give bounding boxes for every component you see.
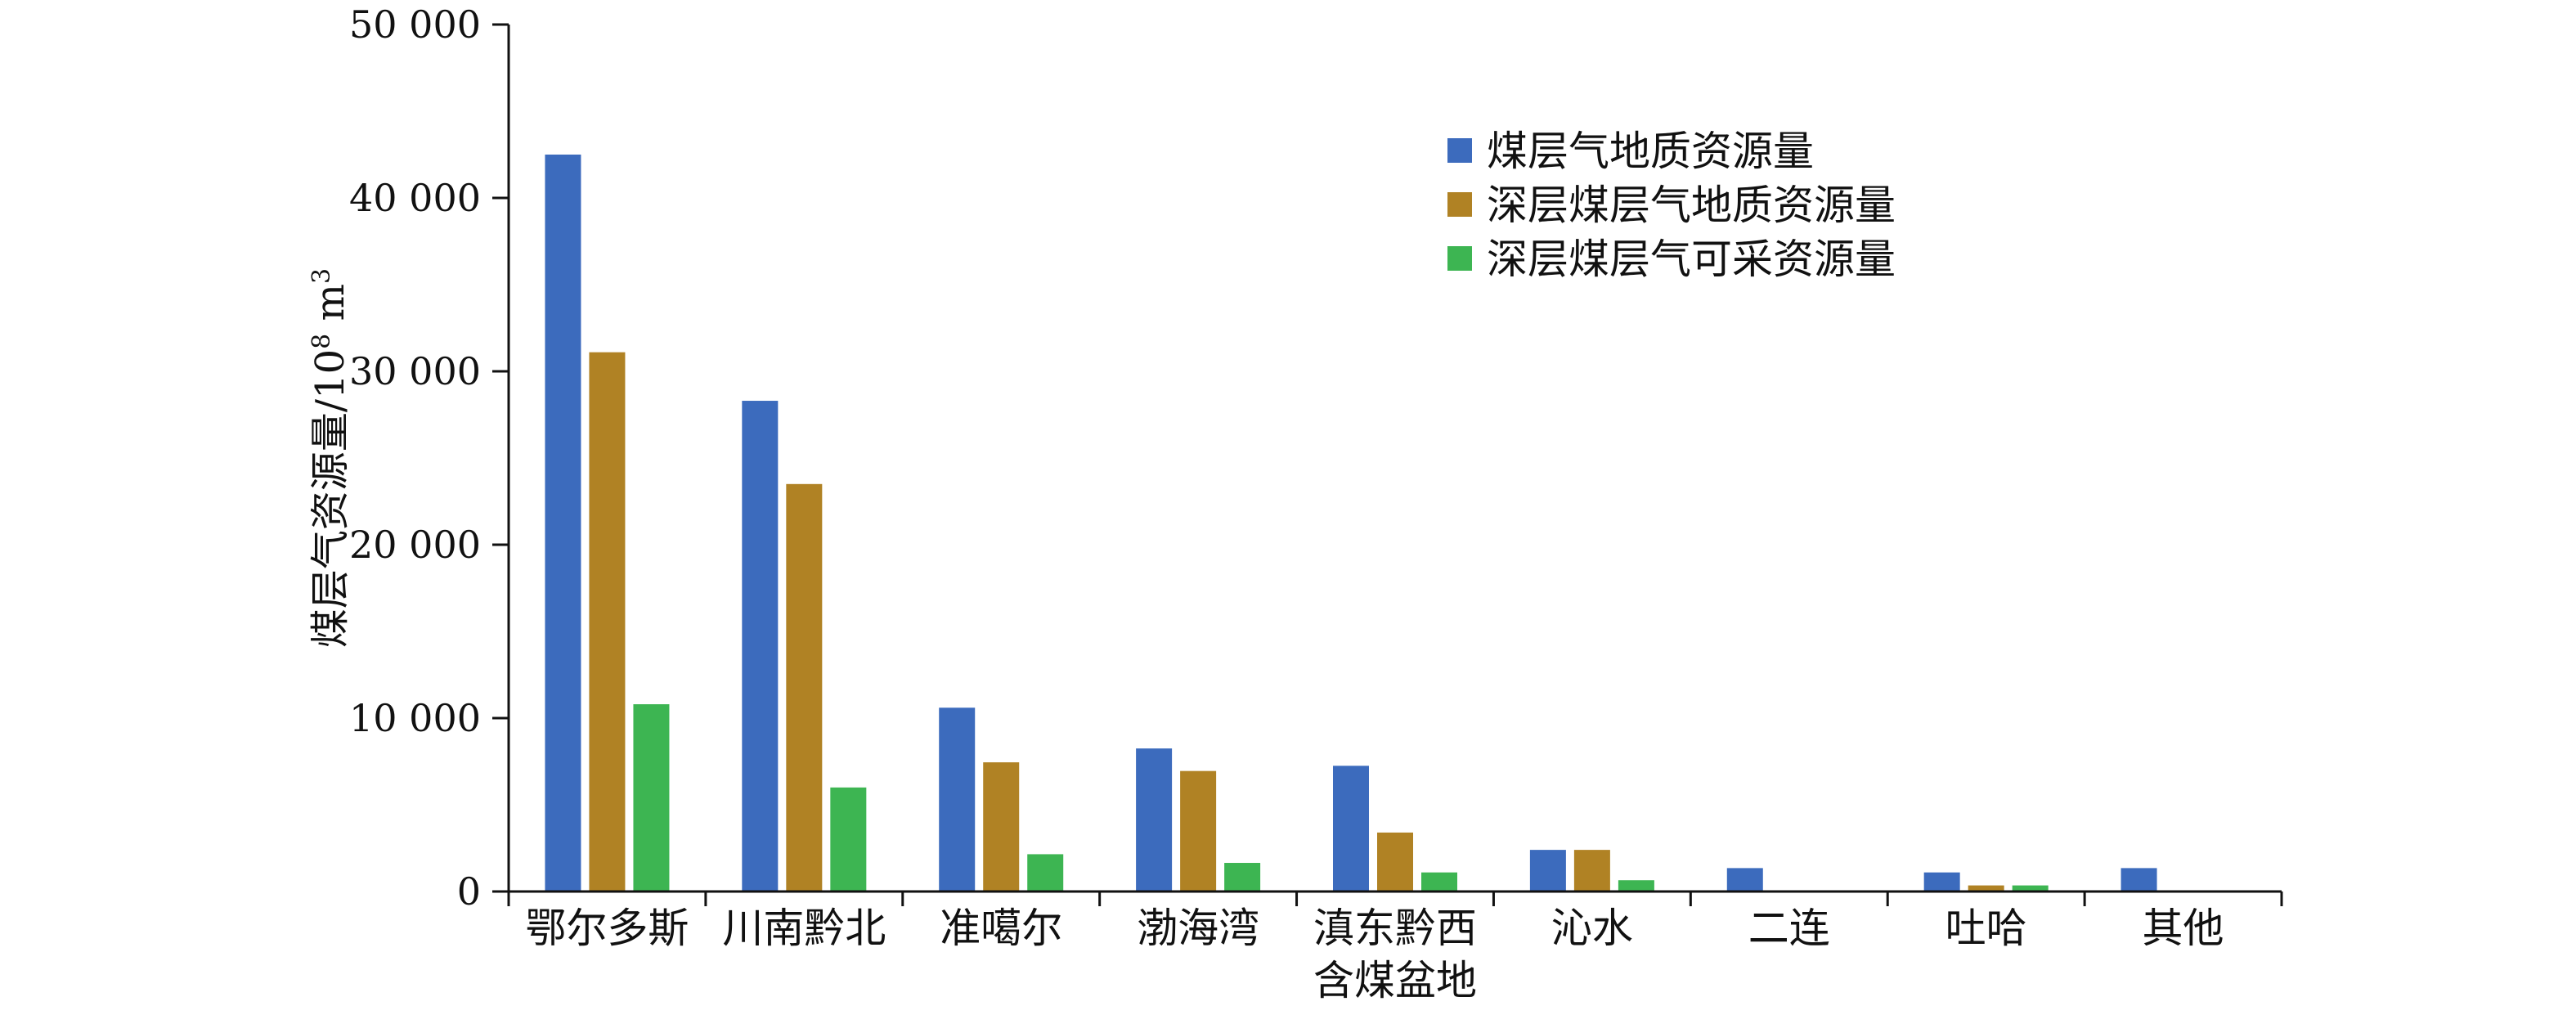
bar [1136, 748, 1173, 891]
bar [1968, 885, 2004, 891]
x-category-label: 鄂尔多斯 [525, 905, 689, 952]
bar [742, 401, 779, 891]
bar [983, 762, 1020, 891]
bar [1529, 850, 1566, 891]
y-ticks-layer: 0 10 000 20 000 30 000 40 000 50 000 [349, 2, 509, 914]
x-category-label: 渤海湾 [1137, 905, 1259, 952]
bar [2012, 885, 2049, 891]
y-tick-label: 10 000 [349, 696, 481, 740]
y-axis-title-main: 煤层气资源量/10 [307, 349, 353, 648]
y-axis-title-unit-exponent: 3 [307, 268, 336, 284]
x-category-label: 含煤盆地 [1313, 957, 1477, 1004]
x-category-label: 二连 [1748, 905, 1830, 952]
x-category-label: 其他 [2143, 905, 2224, 952]
legend-label: 深层煤层气地质资源量 [1487, 182, 1896, 229]
x-category-label: 吐哈 [1945, 905, 2027, 952]
bar [1573, 850, 1610, 891]
bar [633, 704, 670, 891]
x-category-label: 准噶尔 [940, 905, 1062, 952]
bar [830, 787, 867, 891]
y-tick-label: 0 [457, 869, 481, 914]
legend-label: 煤层气地质资源量 [1487, 128, 1814, 175]
bar [545, 155, 581, 891]
y-axis-title-exponent: 8 [307, 334, 336, 349]
bar [1027, 854, 1064, 891]
x-category-label: 沁水 [1551, 905, 1633, 952]
x-category-label: 滇东黔西 [1313, 905, 1477, 952]
legend-swatch [1447, 192, 1472, 217]
y-tick-label: 20 000 [349, 523, 481, 567]
y-axis-title: 煤层气资源量/108 m3 [307, 268, 354, 648]
axes-layer [507, 25, 2283, 906]
bar [786, 483, 823, 891]
bar [1377, 832, 1413, 891]
legend-swatch [1447, 246, 1472, 271]
bar [1333, 766, 1369, 891]
y-tick-label: 50 000 [349, 2, 481, 47]
bar [589, 352, 626, 891]
bar [1618, 880, 1654, 891]
legend-label: 深层煤层气可采资源量 [1487, 236, 1896, 283]
y-axis-title-unit: m [307, 284, 353, 334]
bar [1224, 863, 1261, 891]
legend-swatch [1447, 138, 1472, 163]
bar [1180, 770, 1217, 891]
bar [1923, 872, 1960, 891]
bar [1726, 868, 1763, 891]
y-tick-label: 40 000 [349, 176, 481, 220]
bar [939, 707, 976, 891]
bar [1421, 872, 1457, 891]
bar [2120, 868, 2157, 891]
x-category-label: 川南黔北 [722, 905, 886, 952]
bars-layer [545, 155, 2157, 891]
y-tick-label: 30 000 [349, 349, 481, 393]
